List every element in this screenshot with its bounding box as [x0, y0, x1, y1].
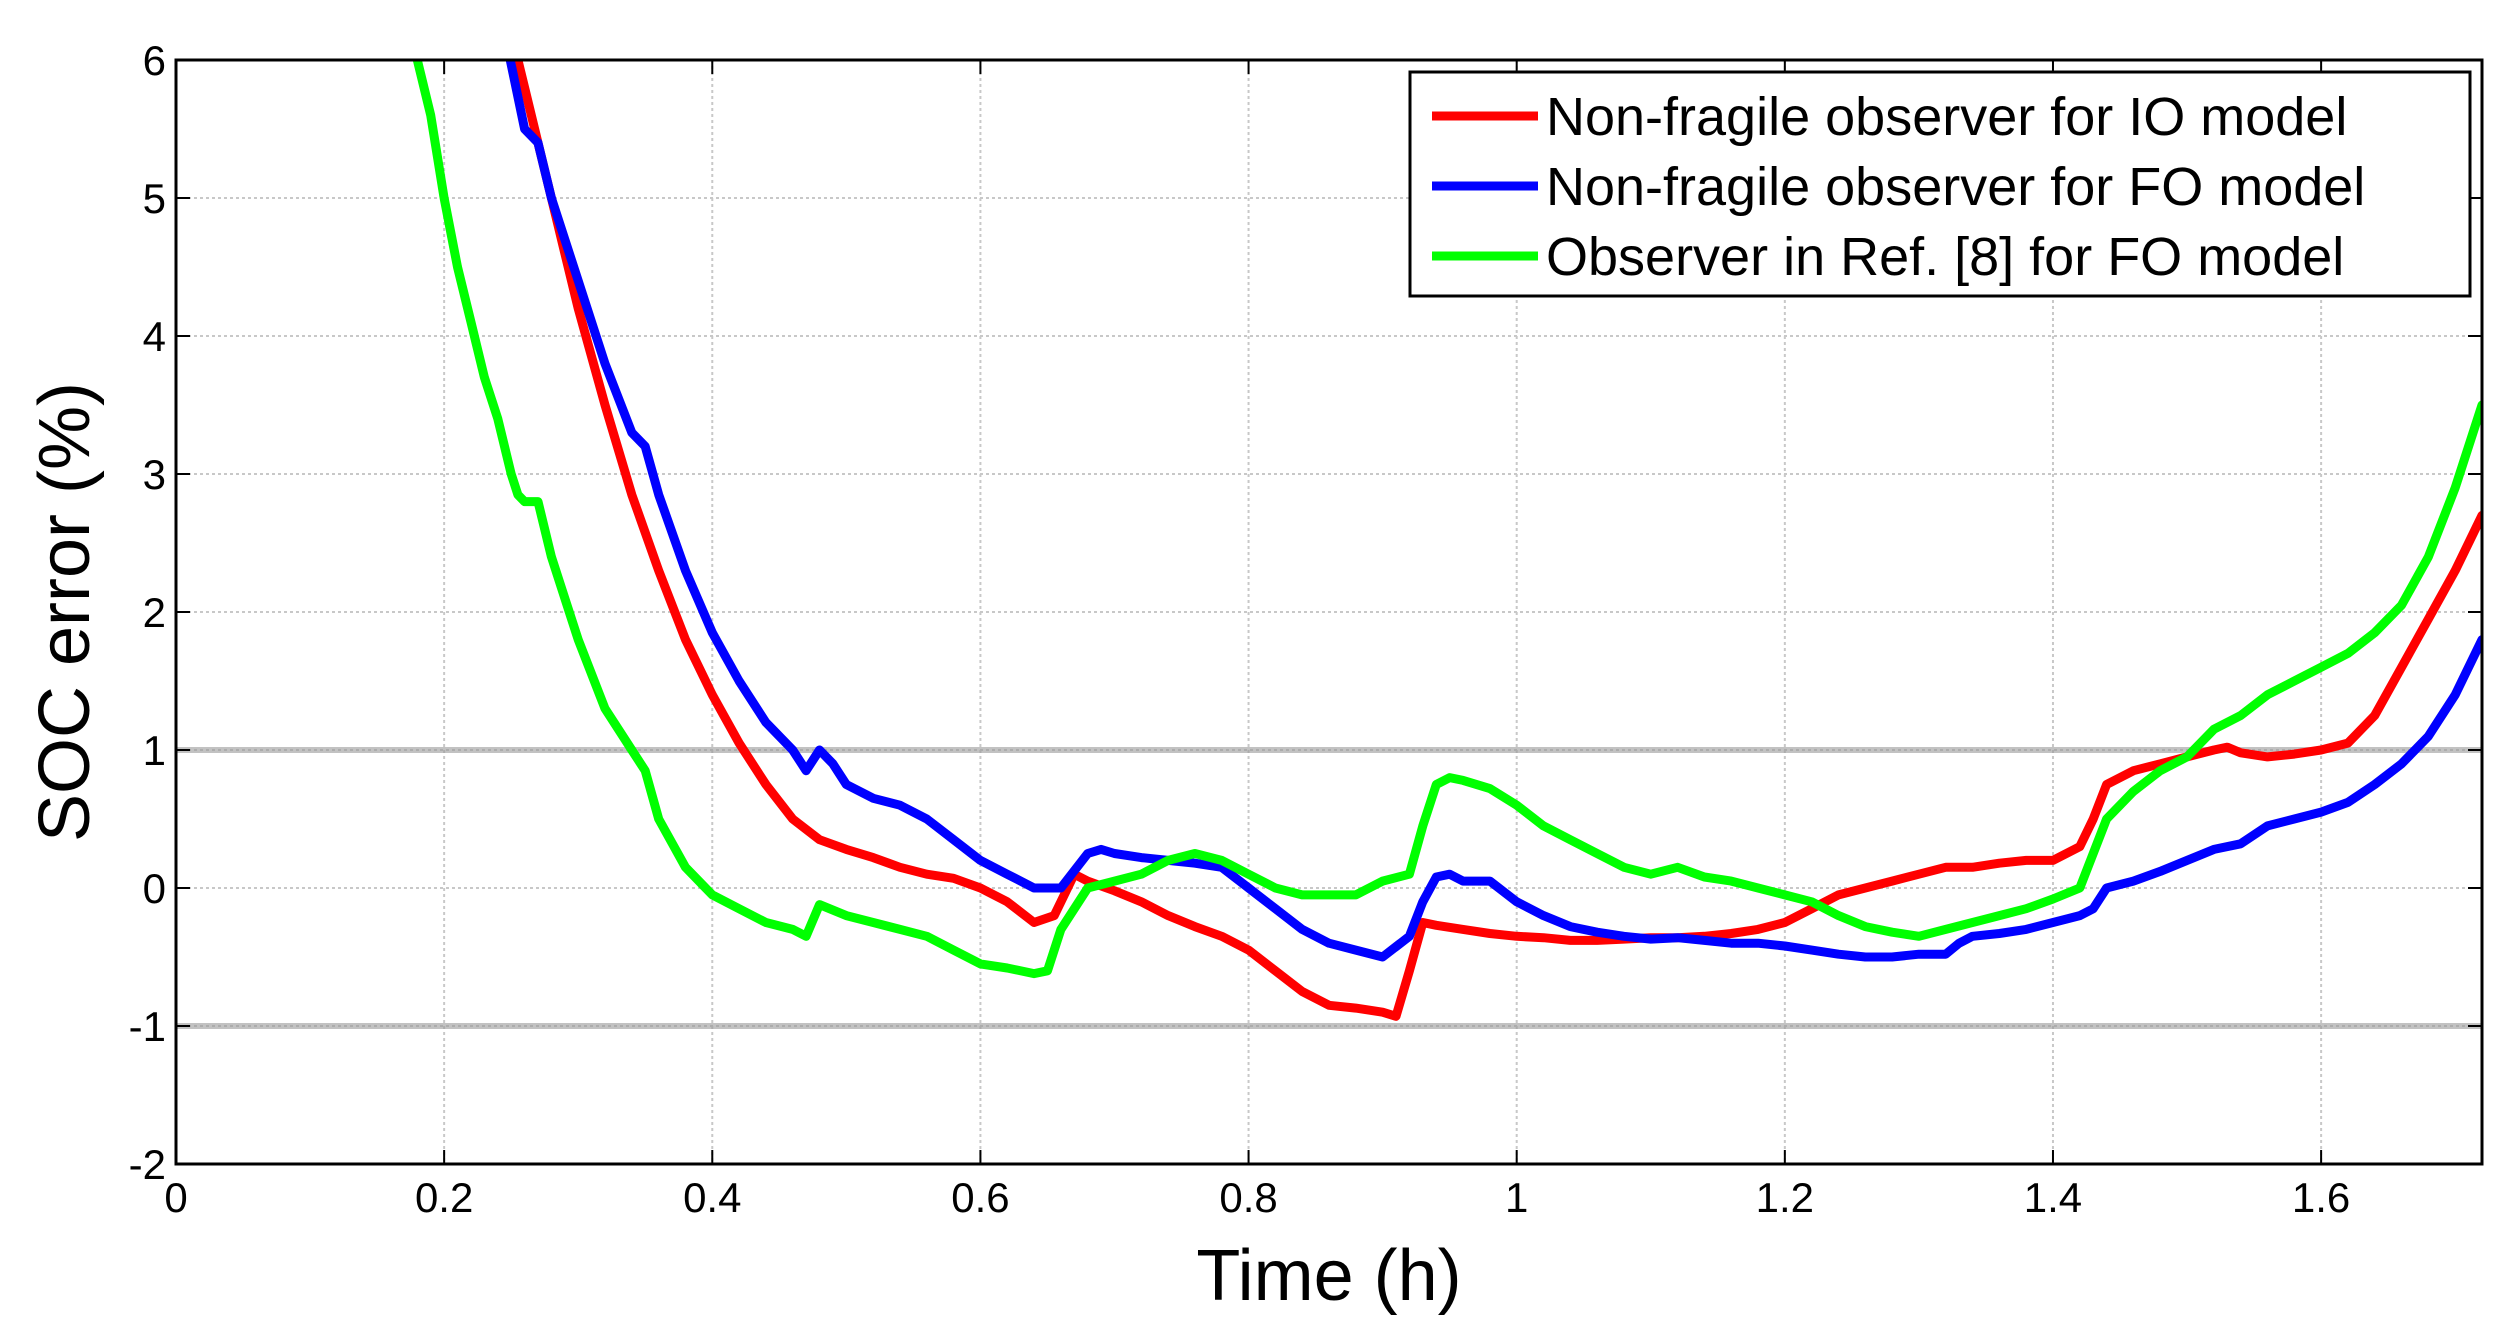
x-tick-label-8: 1.6 — [2292, 1174, 2350, 1221]
legend-label-2: Observer in Ref. [8] for FO model — [1546, 227, 2344, 287]
x-tick-label-5: 1 — [1505, 1174, 1528, 1221]
y-axis-title: SOC error (%) — [25, 382, 105, 842]
y-tick-label-2: 0 — [143, 865, 166, 912]
axis-ticks: 0 0.2 0.4 0.6 0.8 1 1.2 1.4 1.6 -2 -1 0 1 2 3 4 5 6 — [129, 37, 2482, 1221]
x-tick-label-1: 0.2 — [415, 1174, 473, 1221]
y-tick-label-7: 5 — [143, 175, 166, 222]
y-tick-label-3: 1 — [143, 727, 166, 774]
y-tick-label-8: 6 — [143, 37, 166, 84]
x-tick-label-7: 1.4 — [2024, 1174, 2082, 1221]
x-tick-label-6: 1.2 — [1756, 1174, 1814, 1221]
legend-label-1: Non-fragile observer for FO model — [1546, 157, 2365, 217]
x-axis-title: Time (h) — [1196, 1236, 1461, 1316]
series-line-1 — [505, 60, 2482, 962]
y-tick-label-4: 2 — [143, 589, 166, 636]
x-tick-label-2: 0.4 — [683, 1174, 741, 1221]
series-line-2 — [412, 60, 2482, 979]
x-tick-label-3: 0.6 — [951, 1174, 1009, 1221]
x-tick-label-0: 0 — [164, 1174, 187, 1221]
y-tick-label-0: -2 — [129, 1141, 166, 1188]
series-lines — [412, 60, 2482, 1021]
series-line-0 — [513, 60, 2482, 1021]
y-tick-label-6: 4 — [143, 313, 166, 360]
legend: Non-fragile observer for IO model Non-fra… — [1408, 70, 2472, 298]
reference-lines — [176, 747, 2482, 1029]
y-tick-label-5: 3 — [143, 451, 166, 498]
x-tick-label-4: 0.8 — [1219, 1174, 1277, 1221]
legend-box — [1408, 70, 2472, 298]
legend-label-0: Non-fragile observer for IO model — [1546, 87, 2347, 147]
y-tick-label-1: -1 — [129, 1003, 166, 1050]
